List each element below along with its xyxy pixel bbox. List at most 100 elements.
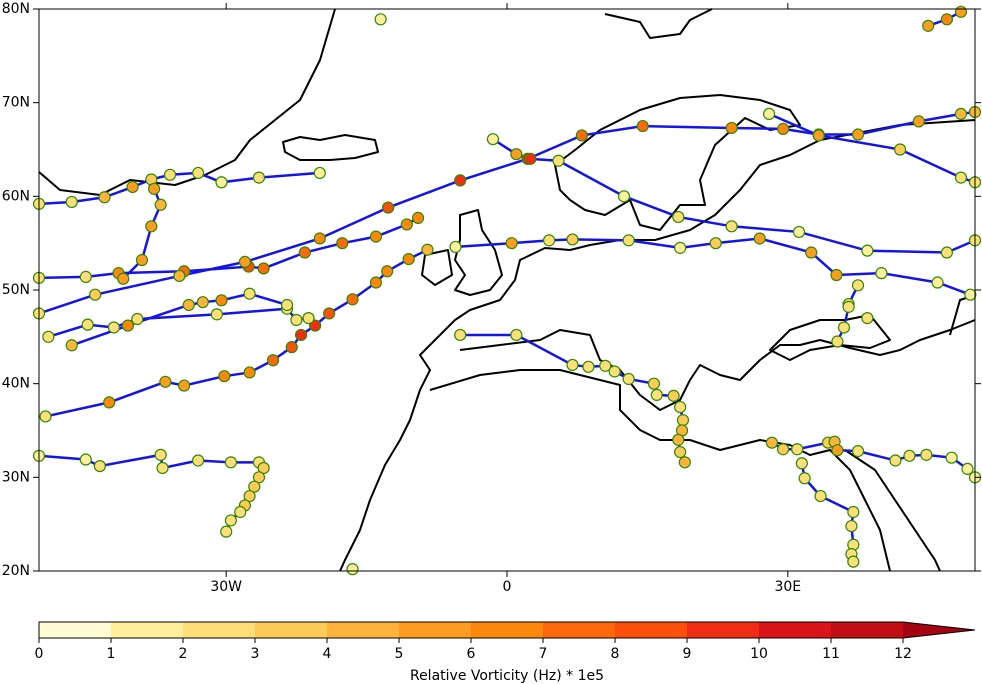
track-point (777, 443, 790, 456)
track-point (582, 360, 595, 373)
track-point (599, 359, 612, 372)
track-point (894, 143, 907, 156)
track-point (285, 341, 298, 354)
track-point (117, 272, 130, 285)
track-point (182, 298, 195, 312)
track-point (777, 122, 790, 135)
track-point (622, 372, 635, 386)
track-point (903, 449, 916, 462)
colorbar-bin (39, 622, 111, 638)
colorbar-bin (399, 622, 471, 638)
track-point (831, 335, 844, 348)
track-point (678, 456, 691, 469)
track-point (298, 246, 311, 259)
colorbar-tick-label: 6 (467, 646, 476, 662)
track-point (792, 225, 806, 239)
track-line (38, 216, 419, 280)
ireland-coast (421, 249, 453, 286)
track-point (524, 152, 537, 165)
track-point (622, 234, 635, 247)
europe-africa-west-coast (339, 119, 976, 572)
track-point (454, 328, 467, 342)
colorbar: 0 1 2 3 4 5 6 7 8 9 10 11 12 (35, 621, 976, 662)
track-point (148, 182, 161, 195)
track-point (912, 115, 925, 128)
track-line (460, 333, 686, 463)
coastlines (38, 8, 976, 572)
track-point (323, 307, 336, 320)
track-point (647, 377, 661, 390)
colorbar-bin (759, 622, 831, 638)
track-point (173, 269, 186, 283)
track-point (920, 448, 933, 461)
track-point (851, 279, 865, 292)
track-point (177, 379, 191, 392)
track-point (238, 255, 252, 268)
track-point (39, 410, 52, 423)
track-point (382, 201, 395, 214)
track-point (135, 253, 149, 267)
africa-north-coast (429, 369, 891, 572)
track-point (762, 107, 776, 121)
colorbar-tick-label: 0 (35, 646, 44, 662)
track-point (510, 328, 523, 342)
track-point (889, 454, 902, 467)
track-point (922, 19, 935, 32)
track-point (954, 107, 968, 121)
colorbar-bin (183, 622, 255, 638)
arabia-coast (844, 449, 941, 572)
track-point (192, 166, 205, 180)
colorbar-tick-label: 11 (822, 646, 840, 662)
track-point (42, 330, 55, 343)
colorbar-label: Relative Vorticity (Hz) * 1e5 (410, 668, 604, 684)
colorbar-tick-label: 2 (179, 646, 188, 662)
track-point (81, 318, 94, 331)
track-point (346, 293, 359, 306)
track-point (842, 300, 855, 313)
colorbar-bin (831, 622, 903, 638)
track-point (650, 388, 663, 402)
track-point (954, 5, 968, 18)
track-point (931, 276, 944, 289)
track-point (861, 244, 874, 257)
track-point (156, 461, 169, 475)
track-point (252, 171, 266, 184)
track-point (400, 218, 413, 231)
track-point (224, 514, 237, 527)
x-tick-label: 0 (503, 579, 512, 595)
track-line (836, 284, 860, 343)
track-point (636, 119, 649, 133)
y-tick-label: 40N (2, 376, 30, 392)
track-point (940, 246, 954, 259)
axes: 30W 0 30E 20N 30N 40N 50N 60N 70N 80N (2, 1, 981, 595)
track-line (38, 110, 976, 315)
track-point (266, 354, 280, 367)
track-point (411, 211, 425, 224)
colorbar-tick-label: 9 (683, 646, 692, 662)
track-point (215, 294, 228, 307)
track-line (45, 248, 428, 418)
x-tick-label: 30E (774, 579, 801, 595)
track-point (674, 445, 687, 459)
iceland-coast (282, 134, 379, 161)
track-point (964, 288, 977, 301)
colorbar-tick-label: 4 (323, 646, 332, 662)
track-point (765, 436, 778, 449)
track-point (805, 246, 818, 259)
colorbar-tick-label: 5 (395, 646, 404, 662)
track-point (313, 232, 326, 245)
track-point (381, 265, 394, 278)
track-point (725, 220, 738, 233)
track-point (861, 312, 874, 325)
mediterranean-north-coast (459, 319, 976, 411)
track-point (163, 168, 177, 181)
track-point (93, 459, 106, 473)
track-point (552, 154, 565, 167)
colorbar-tick-label: 12 (894, 646, 912, 662)
track-point (369, 230, 383, 243)
track-point (336, 237, 349, 250)
track-line (71, 292, 288, 347)
colorbar-outline (38, 621, 976, 639)
track-point (346, 563, 359, 576)
